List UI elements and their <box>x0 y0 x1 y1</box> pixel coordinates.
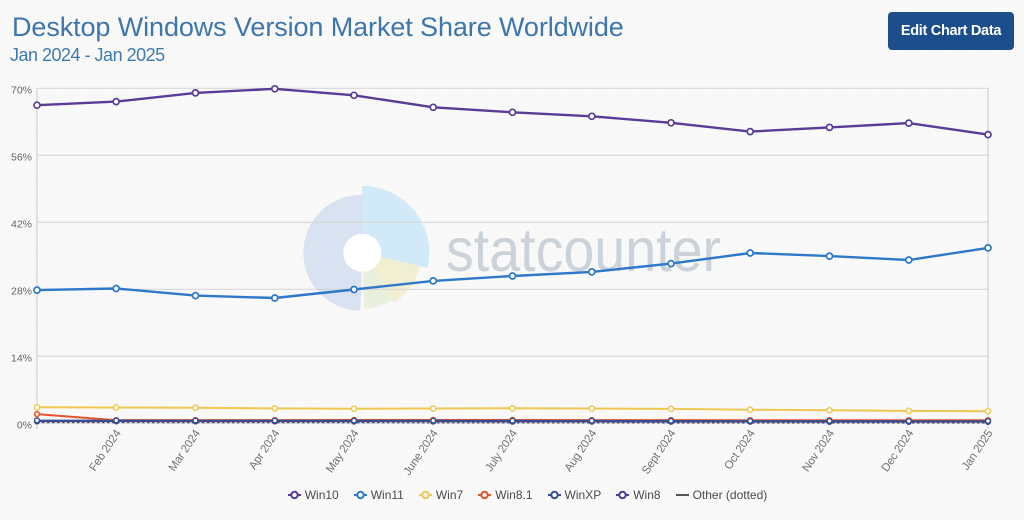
svg-text:Nov 2024: Nov 2024 <box>800 427 837 474</box>
svg-text:14%: 14% <box>11 352 32 364</box>
svg-text:70%: 70% <box>11 84 32 96</box>
svg-text:56%: 56% <box>11 151 32 163</box>
svg-text:Apr 2024: Apr 2024 <box>247 427 283 472</box>
svg-text:Oct 2024: Oct 2024 <box>723 427 759 472</box>
svg-text:Jan 2025: Jan 2025 <box>960 428 996 473</box>
svg-text:Aug 2024: Aug 2024 <box>563 427 600 474</box>
svg-text:Feb 2024: Feb 2024 <box>87 427 124 473</box>
svg-text:June 2024: June 2024 <box>402 427 441 477</box>
svg-text:July 2024: July 2024 <box>484 427 521 474</box>
svg-text:42%: 42% <box>11 218 32 230</box>
svg-text:28%: 28% <box>11 285 32 297</box>
svg-text:Dec 2024: Dec 2024 <box>880 427 917 474</box>
svg-text:Sept 2024: Sept 2024 <box>640 427 679 476</box>
svg-text:Mar 2024: Mar 2024 <box>167 427 204 473</box>
svg-text:May 2024: May 2024 <box>324 427 362 475</box>
svg-text:0%: 0% <box>17 419 32 431</box>
svg-text:statcounter: statcounter <box>446 216 721 284</box>
